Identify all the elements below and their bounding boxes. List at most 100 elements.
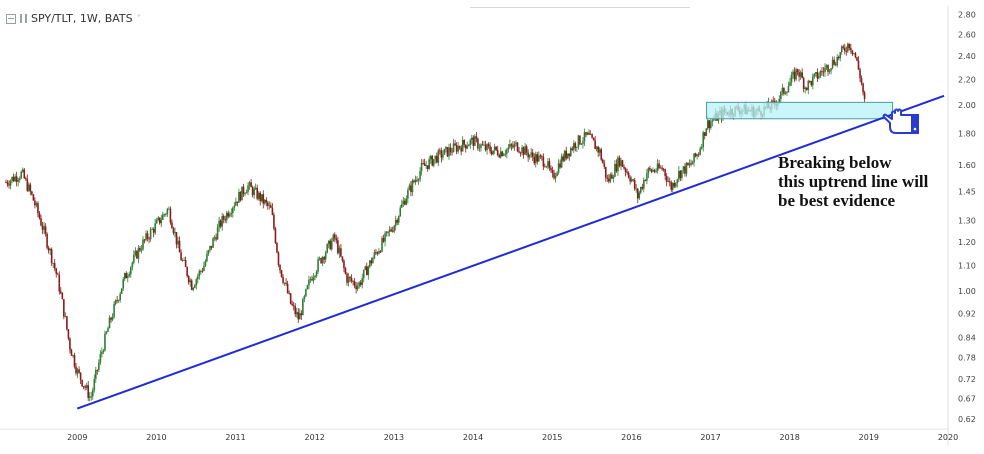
candle-body xyxy=(650,169,653,172)
candle-body xyxy=(93,378,96,391)
candle-body xyxy=(111,316,114,320)
candle-body xyxy=(502,154,505,156)
trendline-layer xyxy=(76,94,945,410)
candle-body xyxy=(254,187,257,189)
candle-body xyxy=(789,82,791,87)
candle-body xyxy=(583,132,586,142)
candle-body xyxy=(661,167,663,170)
candle-body xyxy=(436,155,438,163)
candle-body xyxy=(413,180,415,183)
candle-body xyxy=(818,75,820,79)
candle-body xyxy=(213,237,216,239)
candle-body xyxy=(23,169,26,179)
candle-body xyxy=(244,193,246,195)
candle-body xyxy=(556,172,558,177)
candle-body xyxy=(793,71,796,80)
candle-body xyxy=(227,212,230,217)
candle-body xyxy=(843,47,846,52)
candle-body xyxy=(439,150,441,152)
candle-body xyxy=(528,154,531,158)
candle-body xyxy=(15,176,18,182)
candle-body xyxy=(50,249,53,264)
uptrend-line xyxy=(76,94,945,410)
candle-body xyxy=(95,369,97,379)
candle-body xyxy=(524,146,526,155)
candle-body xyxy=(9,180,12,186)
candle-body xyxy=(81,379,83,387)
candle-body xyxy=(697,154,700,156)
candle-body xyxy=(32,194,35,201)
candle-body xyxy=(684,166,686,174)
candle-body xyxy=(618,157,621,166)
candle-body xyxy=(431,155,434,166)
candle-body xyxy=(245,191,248,194)
symbol-legend[interactable]: SPY/TLT, 1W, BATS ˅ xyxy=(6,12,141,25)
candle-body xyxy=(489,146,491,152)
candle-body xyxy=(496,149,499,156)
candle-body xyxy=(504,153,507,155)
candle-body xyxy=(617,157,619,172)
candle-body xyxy=(289,293,292,304)
candle-body xyxy=(28,184,30,191)
candle-body xyxy=(469,139,472,145)
candle-body xyxy=(675,182,677,187)
candle-body xyxy=(349,276,351,278)
candle-body xyxy=(267,202,269,206)
candle-body xyxy=(35,203,38,206)
candle-body xyxy=(291,303,293,306)
collapse-icon[interactable] xyxy=(6,13,16,24)
candle-body xyxy=(359,282,362,285)
candle-body xyxy=(268,205,271,207)
candle-body xyxy=(598,149,601,153)
x-tick-label: 2010 xyxy=(146,433,166,442)
candle-body xyxy=(670,182,673,190)
candle-body xyxy=(215,237,217,240)
candle-body xyxy=(55,268,58,274)
candle-body xyxy=(317,259,319,272)
candle-body xyxy=(136,251,138,259)
candle-body xyxy=(277,252,280,265)
candle-body xyxy=(134,251,137,255)
candle-body xyxy=(282,276,284,283)
candle-body xyxy=(230,213,233,215)
candle-body xyxy=(407,190,409,199)
candle-body xyxy=(350,277,353,282)
candle-body xyxy=(324,252,327,260)
candle-body xyxy=(180,252,182,261)
candle-body xyxy=(224,219,227,221)
candle-body xyxy=(512,145,514,148)
candle-body xyxy=(61,293,64,300)
candle-body xyxy=(411,180,414,193)
candle-body xyxy=(393,225,395,232)
candle-body xyxy=(376,252,379,254)
time-axis: 2009 2010 2011 2012 2013 2014 2015 2016 2017 2018… xyxy=(67,433,958,442)
candle-body xyxy=(341,256,344,261)
candle-body xyxy=(443,148,446,155)
candle-body xyxy=(387,231,389,233)
candle-body xyxy=(859,69,861,79)
candle-body xyxy=(460,147,462,152)
candle-body xyxy=(798,72,800,77)
candle-body xyxy=(416,179,418,181)
candle-body xyxy=(780,91,782,99)
x-tick-label: 2018 xyxy=(780,433,800,442)
candle-body xyxy=(710,121,712,129)
candle-body xyxy=(355,285,357,290)
candle-body xyxy=(175,232,178,245)
candle-body xyxy=(801,72,803,79)
candle-body xyxy=(263,199,266,204)
candle-body xyxy=(772,100,775,102)
candle-body xyxy=(840,46,843,53)
candle-body xyxy=(312,277,315,281)
candle-body xyxy=(107,328,109,332)
candle-body xyxy=(586,132,589,135)
candle-body xyxy=(499,151,502,158)
candle-body xyxy=(402,200,405,205)
support-zone xyxy=(706,101,894,120)
candle-body xyxy=(286,283,289,294)
candle-body xyxy=(326,244,329,253)
dropdown-caret-icon[interactable]: ˅ xyxy=(136,14,141,23)
candle-body xyxy=(440,150,443,158)
candle-body xyxy=(299,313,301,320)
